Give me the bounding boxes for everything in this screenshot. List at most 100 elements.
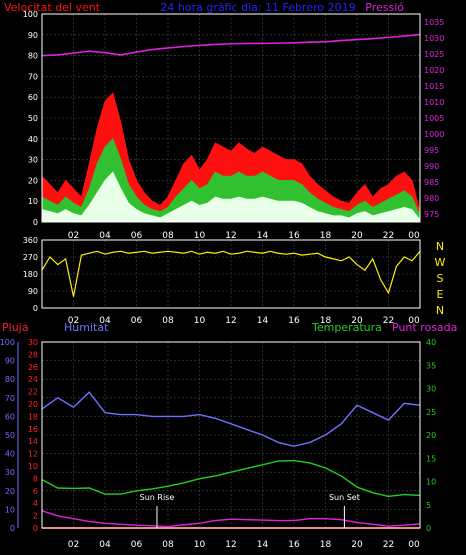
x-tick-label: 10 (194, 540, 206, 550)
temp-grid (42, 341, 421, 529)
sunrise-marker-label: Sun Rise (140, 493, 175, 502)
x-tick-label: 16 (288, 231, 300, 241)
x-tick-label: 20 (351, 540, 363, 550)
rain-y-tick: 0 (33, 524, 38, 533)
direction-panel-frame (41, 239, 421, 309)
x-tick-label: 08 (162, 540, 174, 550)
temperature-line (41, 459, 421, 498)
temperature-y-axis: 0 5 10 15 20 25 30 35 40 (426, 338, 436, 533)
direction-y-tick: 90 (28, 287, 38, 296)
x-tick-label: 08 (162, 316, 174, 326)
x-tick-label: 20 (351, 316, 363, 326)
x-tick-label: 12 (225, 231, 236, 241)
x-tick-label: 22 (383, 231, 394, 241)
pressure-y-tick: 1005 (424, 114, 444, 123)
x-tick-label: 06 (131, 231, 143, 241)
rain-y-tick: 30 (28, 338, 38, 347)
x-tick-label: 00 (408, 231, 420, 241)
compass-label: N (436, 240, 444, 253)
pressure-line (41, 33, 421, 57)
x-tick-label: 16 (288, 540, 300, 550)
wind-y-tick: 0 (33, 218, 38, 227)
direction-y-axis: 0 90 180 270 360 (23, 236, 38, 313)
temperature-y-tick: 10 (426, 478, 436, 487)
temp-panel-frame (41, 341, 421, 529)
x-tick-label: 06 (131, 540, 143, 550)
rain-y-tick: 28 (28, 350, 38, 359)
rain-y-tick: 14 (28, 437, 38, 446)
pressure-y-tick: 1035 (424, 18, 444, 27)
pressure-y-tick: 995 (424, 146, 439, 155)
x-tick-label: 18 (320, 540, 332, 550)
rain-legend: Pluja (2, 321, 28, 334)
temperature-y-tick: 25 (426, 408, 436, 417)
x-tick-label: 00 (408, 316, 420, 326)
rain-y-tick: 6 (33, 487, 38, 496)
pressure-y-tick: 1015 (424, 82, 444, 91)
x-tick-label: 08 (162, 231, 174, 241)
dewpoint-line (41, 510, 421, 528)
temperature-y-tick: 40 (426, 338, 436, 347)
humidity-y-tick: 0 (10, 524, 15, 533)
x-tick-label: 12 (225, 316, 236, 326)
rain-y-tick: 24 (28, 375, 38, 384)
temperature-legend: Temperatura (311, 321, 382, 334)
x-tick-label: 14 (257, 231, 269, 241)
wind-gust-area (41, 92, 421, 223)
dewpoint-legend: Punt rosada (392, 321, 457, 334)
rain-y-tick: 26 (28, 363, 38, 372)
pressure-y-tick: 990 (424, 162, 439, 171)
temperature-y-tick: 0 (426, 524, 431, 533)
humidity-y-tick: 90 (5, 357, 15, 366)
rain-y-tick: 22 (28, 388, 38, 397)
rain-y-tick: 12 (28, 450, 38, 459)
x-tick-label: 22 (383, 316, 394, 326)
compass-label: E (437, 288, 444, 301)
x-tick-label: 04 (99, 316, 111, 326)
rain-y-tick: 2 (33, 512, 38, 521)
compass-label: N (436, 304, 444, 317)
x-tick-label: 00 (408, 540, 420, 550)
x-tick-label: 16 (288, 316, 300, 326)
wind-y-axis: 0 10 20 30 40 50 60 70 80 90 100 (23, 10, 38, 227)
pressure-y-tick: 1030 (424, 34, 444, 43)
x-tick-label: 04 (99, 231, 111, 241)
wind-y-tick: 100 (23, 10, 38, 19)
wind-y-tick: 80 (28, 52, 38, 61)
direction-y-tick: 270 (23, 253, 38, 262)
humidity-y-axis: 0 10 20 30 40 50 60 70 80 90 100 (0, 338, 19, 533)
rain-y-tick: 16 (28, 425, 38, 434)
rain-y-tick: 8 (33, 474, 38, 483)
rain-y-tick: 4 (33, 499, 38, 508)
direction-y-tick: 360 (23, 236, 38, 245)
pressure-y-tick: 975 (424, 210, 439, 219)
x-tick-label: 02 (68, 540, 79, 550)
temperature-y-tick: 15 (426, 454, 436, 463)
humidity-y-tick: 100 (0, 338, 15, 347)
pressure-y-tick: 980 (424, 194, 439, 203)
wind-direction-line (41, 250, 421, 297)
humidity-y-tick: 60 (5, 412, 15, 421)
x-tick-label: 10 (194, 231, 206, 241)
x-tick-label: 22 (383, 540, 394, 550)
sunset-marker-label: Sun Set (329, 493, 360, 502)
direction-y-tick: 0 (33, 304, 38, 313)
direction-grid (42, 239, 421, 309)
x-tick-label: 02 (68, 231, 79, 241)
chart-date-title: 24 hora gràfic dia: 11 Febrero 2019 (160, 1, 355, 14)
x-tick-label: 04 (99, 540, 111, 550)
x-tick-label: 18 (320, 231, 332, 241)
x-axis-labels-mid: 02 04 06 08 10 12 14 16 18 20 22 00 (68, 316, 420, 326)
x-tick-label: 20 (351, 231, 363, 241)
compass-label: S (437, 272, 444, 285)
x-tick-label: 06 (131, 316, 143, 326)
humidity-y-tick: 20 (5, 487, 15, 496)
wind-panel-frame (41, 13, 421, 223)
x-tick-label: 14 (257, 540, 269, 550)
x-tick-label: 12 (225, 540, 236, 550)
wind-y-tick: 60 (28, 93, 38, 102)
pressure-y-tick: 1000 (424, 130, 444, 139)
